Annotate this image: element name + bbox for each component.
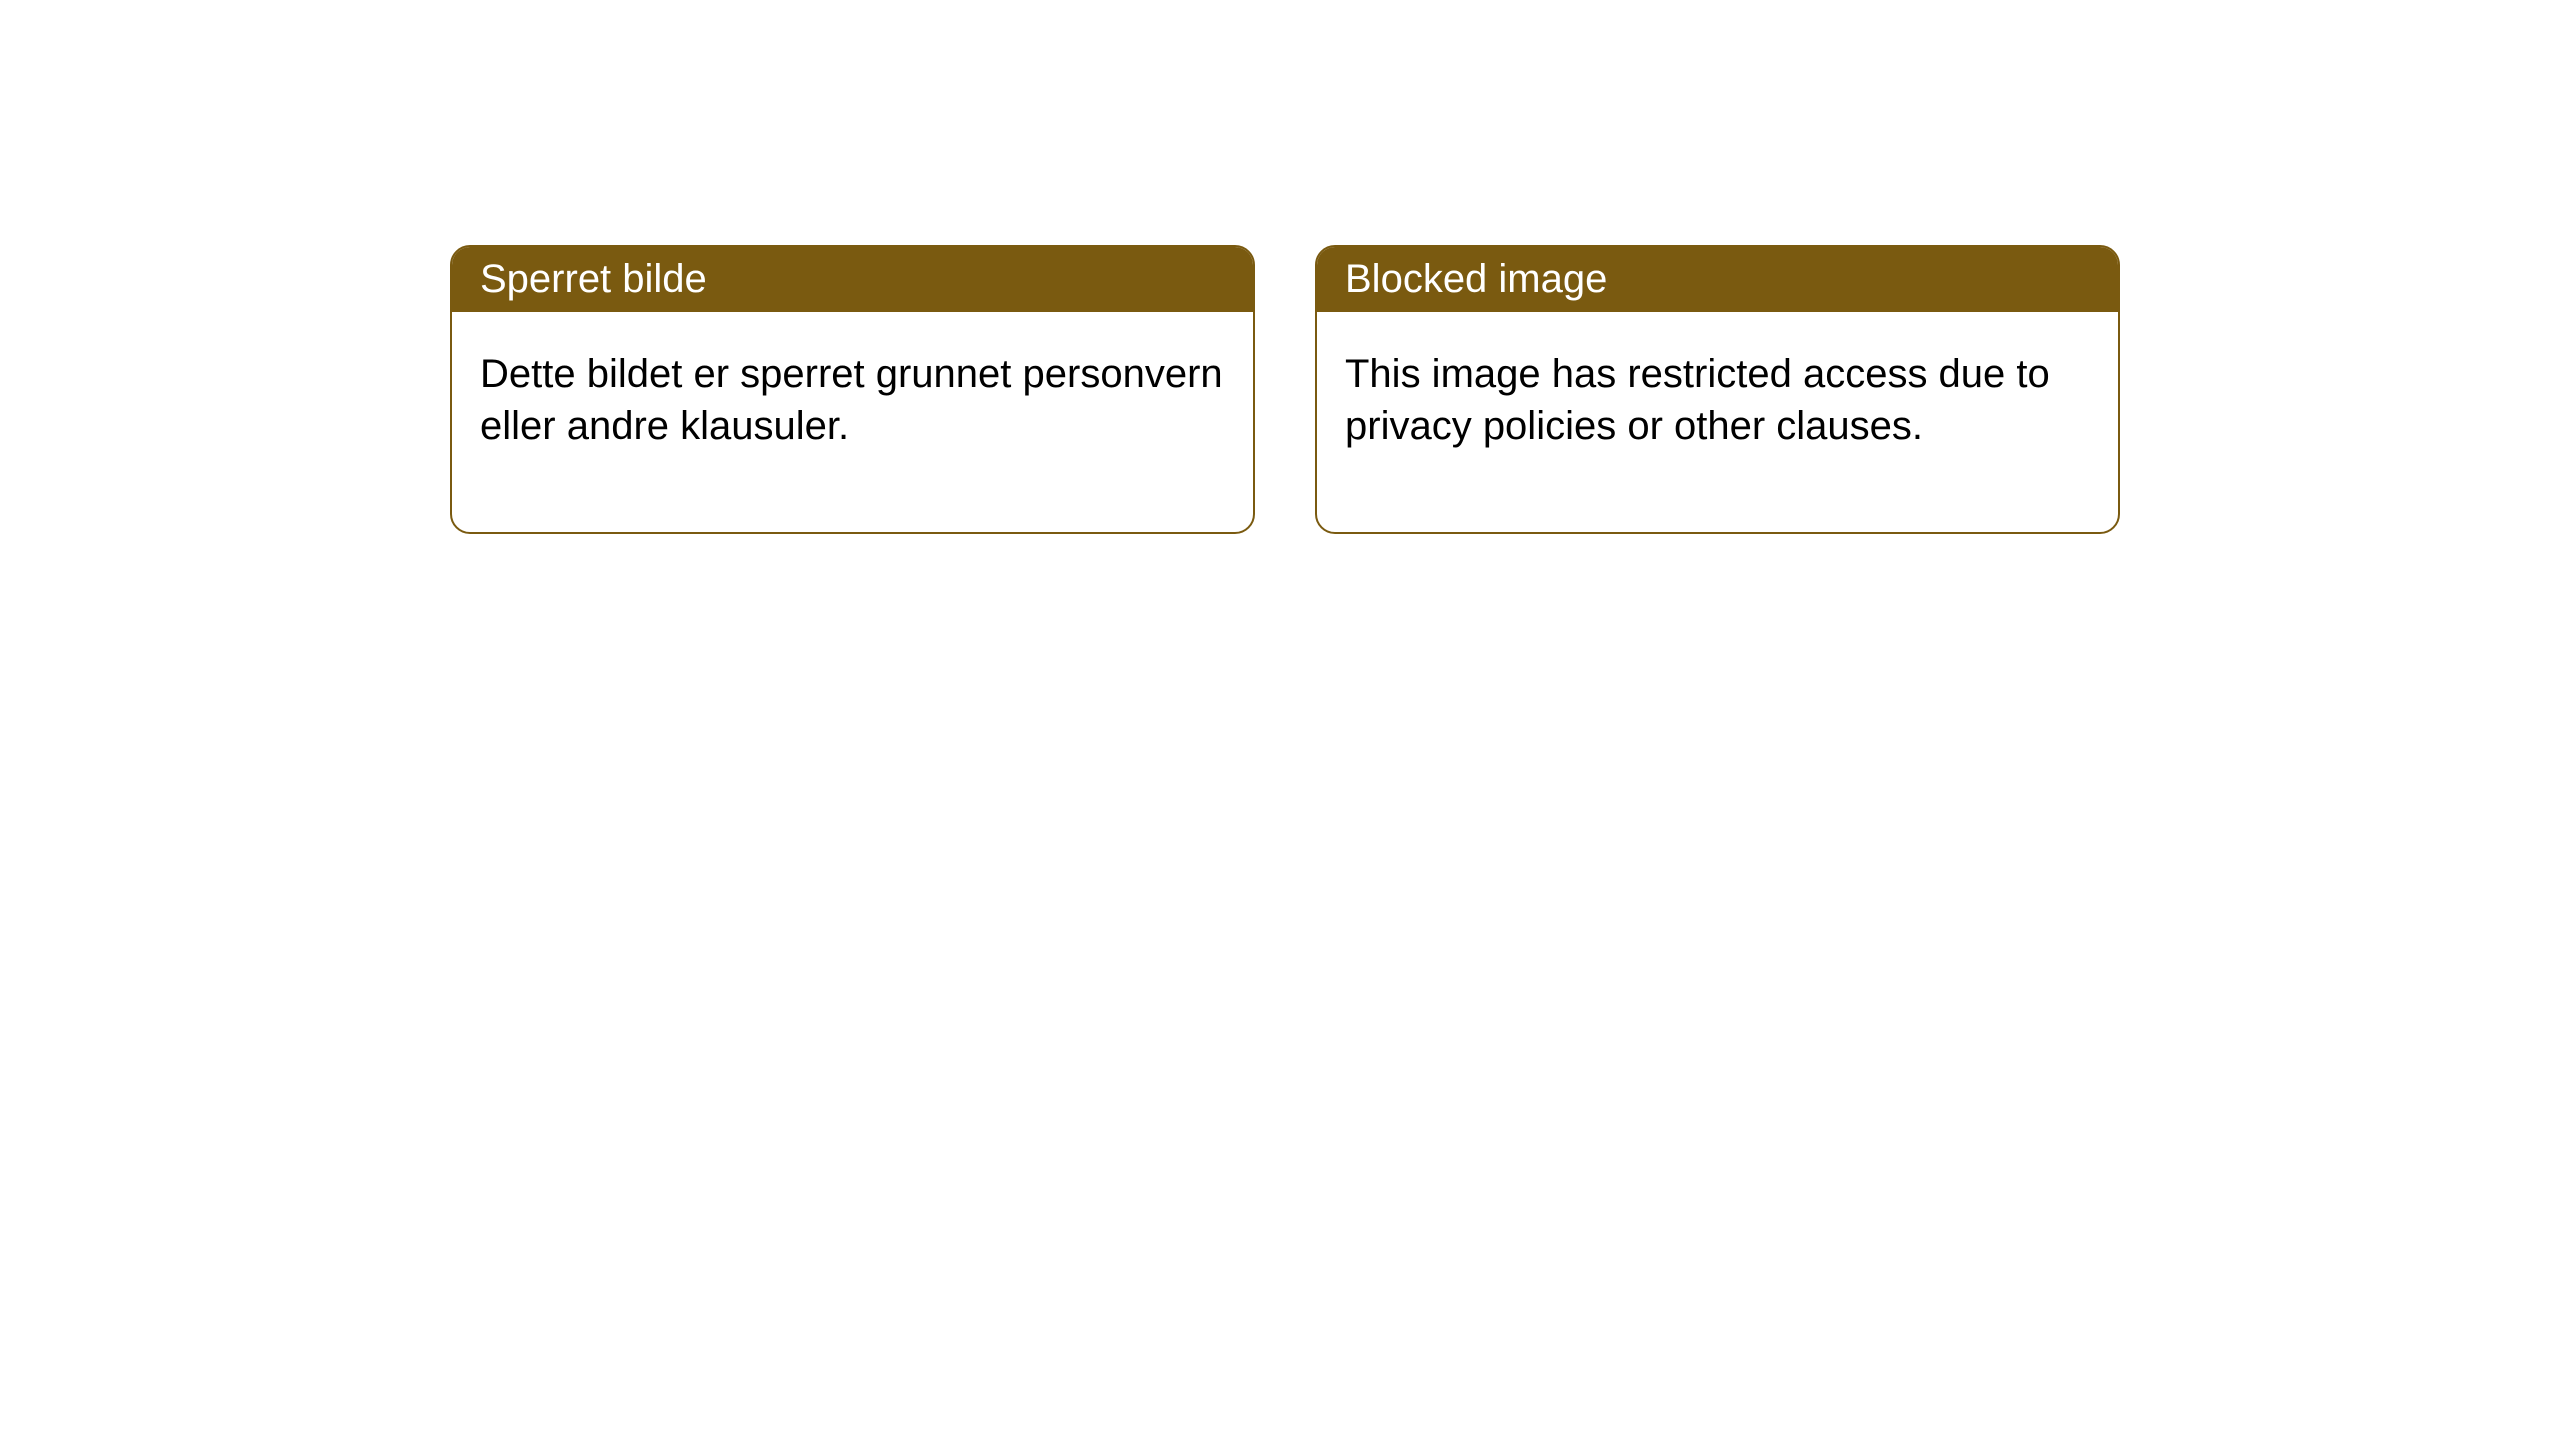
notice-card-norwegian: Sperret bilde Dette bildet er sperret gr… — [450, 245, 1255, 534]
card-body-text: This image has restricted access due to … — [1345, 352, 2050, 448]
card-body: This image has restricted access due to … — [1317, 312, 2118, 532]
card-title: Blocked image — [1345, 257, 1607, 301]
card-header: Blocked image — [1317, 247, 2118, 312]
notice-container: Sperret bilde Dette bildet er sperret gr… — [0, 0, 2560, 534]
card-title: Sperret bilde — [480, 257, 707, 301]
card-body-text: Dette bildet er sperret grunnet personve… — [480, 352, 1223, 448]
card-body: Dette bildet er sperret grunnet personve… — [452, 312, 1253, 532]
card-header: Sperret bilde — [452, 247, 1253, 312]
notice-card-english: Blocked image This image has restricted … — [1315, 245, 2120, 534]
